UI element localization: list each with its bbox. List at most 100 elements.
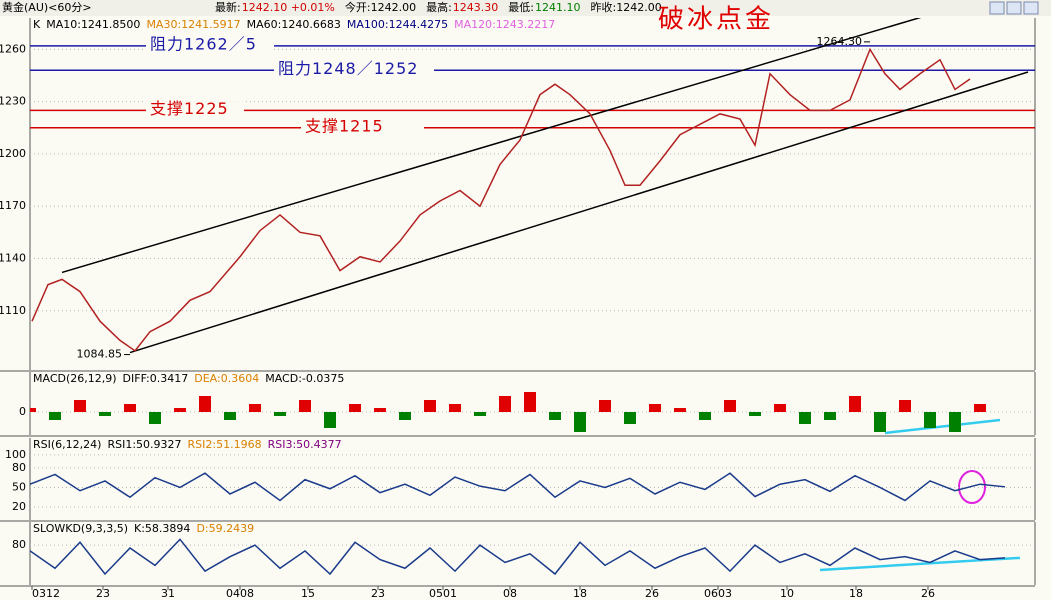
- histogram-bar: [624, 412, 636, 424]
- indicator-label: MA30:1241.5917: [146, 18, 240, 31]
- indicator-label: RSI1:50.9327: [107, 438, 181, 451]
- x-tick-label: 0408: [226, 587, 254, 600]
- indicator-label: K: [33, 18, 41, 31]
- histogram-bar: [174, 408, 186, 412]
- histogram-bar: [899, 400, 911, 412]
- y-tick-label: 100: [5, 448, 26, 461]
- x-tick-label: 0603: [704, 587, 732, 600]
- indicator-label: K:58.3894: [134, 522, 190, 535]
- histogram-bar: [874, 412, 886, 432]
- histogram-bar: [374, 408, 386, 412]
- indicator-label: MA120:1243.2217: [454, 18, 555, 31]
- status-item: 最新:: [215, 0, 241, 14]
- indicator-label: MA60:1240.6683: [247, 18, 341, 31]
- histogram-bar: [574, 412, 586, 432]
- histogram-bar: [949, 412, 961, 432]
- x-tick-label: 23: [371, 587, 385, 600]
- toolbar: [989, 1, 1039, 15]
- indicator-label: MA100:1244.4275: [347, 18, 448, 31]
- histogram-bar: [199, 396, 211, 412]
- plot-area: [30, 392, 1035, 435]
- indicator-label: SLOWKD(9,3,3,5): [33, 522, 128, 535]
- y-tick-label: 1140: [0, 251, 26, 264]
- plot-area: [30, 454, 1035, 508]
- histogram-bar: [224, 412, 236, 420]
- histogram-bar: [424, 400, 436, 412]
- histogram-bar: [324, 412, 336, 428]
- histogram-bar: [274, 412, 286, 416]
- level-label: 阻力1248／1252: [278, 59, 418, 78]
- histogram-bar: [474, 412, 486, 416]
- status-item: 1242.10 +0.01%: [242, 1, 335, 14]
- x-tick-label: 31: [161, 587, 175, 600]
- histogram-bar: [299, 400, 311, 412]
- histogram-bar: [499, 396, 511, 412]
- histogram-bar: [974, 404, 986, 412]
- histogram-bar: [30, 408, 36, 412]
- series-line: [30, 472, 1006, 502]
- status-item: 最低:: [508, 1, 534, 14]
- histogram-bar: [49, 412, 61, 420]
- level-label: 支撑1225: [150, 99, 229, 118]
- histogram-bar: [799, 412, 811, 424]
- histogram-bar: [824, 412, 836, 420]
- x-tick-label: 26: [645, 587, 659, 600]
- indicator-label: RSI2:51.1968: [188, 438, 262, 451]
- histogram-bar: [524, 392, 536, 412]
- indicator-label: DIFF:0.3417: [123, 372, 189, 385]
- y-tick-label: 1200: [0, 147, 26, 160]
- trend-line: [884, 418, 1001, 435]
- status-item: 1243.30: [453, 1, 499, 14]
- histogram-bar: [599, 400, 611, 412]
- y-tick-label: 1230: [0, 95, 26, 108]
- x-tick-label: 08: [503, 587, 517, 600]
- histogram-bar: [749, 412, 761, 416]
- nav-button[interactable]: [1023, 1, 1039, 15]
- histogram-bar: [124, 404, 136, 412]
- indicator-label: DEA:0.3604: [194, 372, 259, 385]
- histogram-bar: [924, 412, 936, 428]
- indicator-label: MACD:-0.0375: [265, 372, 344, 385]
- indicator-label: RSI(6,12,24): [33, 438, 101, 451]
- histogram-bar: [674, 408, 686, 412]
- series-line: [30, 538, 1006, 576]
- x-tick-label: 18: [849, 587, 863, 600]
- indicator-label: MA10:1241.8500: [46, 18, 140, 31]
- indicator-label: RSI3:50.4377: [268, 438, 342, 451]
- nav-button[interactable]: [989, 1, 1005, 15]
- y-tick-label: 0: [19, 405, 26, 418]
- x-tick-label: 26: [921, 587, 935, 600]
- y-tick-label: 80: [12, 461, 26, 474]
- x-tick-label: 10: [780, 587, 794, 600]
- trend-line: [61, 18, 922, 274]
- histogram-bar: [99, 412, 111, 416]
- histogram-bar: [699, 412, 711, 420]
- annotation: 1264.30: [817, 35, 863, 48]
- series-line: [31, 47, 971, 352]
- status-bar: [0, 0, 1051, 16]
- y-tick-label: 80: [12, 538, 26, 551]
- annotation: 1084.85: [77, 348, 123, 361]
- x-tick-label: 15: [301, 587, 315, 600]
- histogram-bar: [724, 400, 736, 412]
- x-tick-label: 0312: [32, 587, 60, 600]
- label-bg: [274, 61, 434, 80]
- histogram-bar: [549, 412, 561, 420]
- histogram-bar: [249, 404, 261, 412]
- histogram-bar: [849, 396, 861, 412]
- histogram-bar: [774, 404, 786, 412]
- histogram-bar: [449, 404, 461, 412]
- trend-line: [129, 71, 1029, 354]
- status-item: 昨收:1242.00: [591, 0, 662, 14]
- y-tick-label: 1110: [0, 304, 26, 317]
- label-bg: [146, 101, 244, 120]
- status-item: 最高:: [426, 0, 452, 14]
- nav-button[interactable]: [1006, 1, 1022, 15]
- indicator-label: D:59.2439: [196, 522, 254, 535]
- symbol: 黄金(AU)<60分>: [2, 0, 92, 14]
- x-tick-label: 23: [96, 587, 110, 600]
- histogram-bar: [349, 404, 361, 412]
- label-bg: [146, 36, 274, 55]
